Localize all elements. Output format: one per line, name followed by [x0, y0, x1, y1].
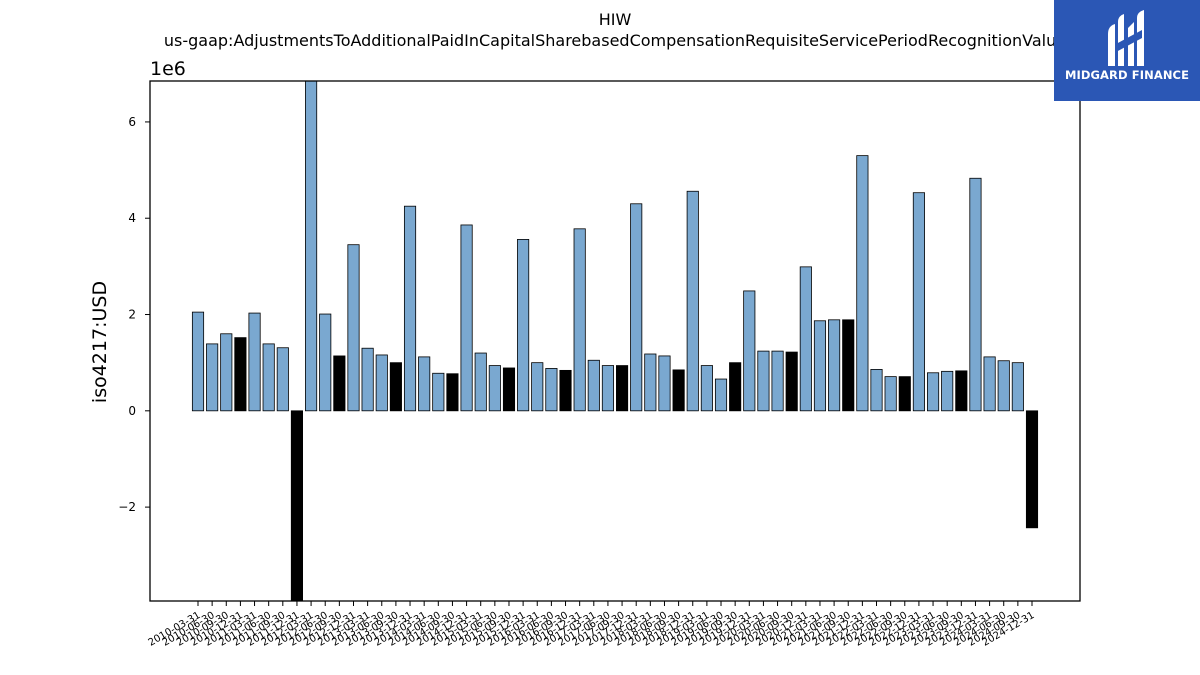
bar-2013-03-31	[361, 347, 374, 412]
bar-2010-12-31	[234, 337, 247, 412]
y-axis-ticks: −2 0 2 4 6	[118, 115, 150, 514]
bar-2017-06-30	[601, 365, 614, 412]
bar-2012-06-30	[319, 313, 332, 412]
bar-2023-06-30	[941, 370, 954, 412]
bar-2012-12-31	[347, 244, 360, 412]
bar-2018-03-31	[644, 353, 657, 412]
y-offset-label: 1e6	[150, 58, 186, 80]
bar-2015-12-31	[517, 239, 530, 412]
bar-2016-03-31	[531, 362, 544, 412]
bar-2024-12-31	[1025, 410, 1039, 529]
y-tick-label: −2	[118, 500, 136, 514]
bar-2011-03-31	[248, 312, 261, 412]
bar-2023-03-31	[927, 372, 940, 412]
bar-2014-12-31	[460, 224, 473, 412]
bar-2015-06-30	[488, 365, 501, 412]
bar-2019-09-30	[729, 362, 742, 412]
chart-title: HIW	[599, 10, 632, 29]
bar-2015-03-31	[474, 352, 487, 412]
bar-2020-12-31	[799, 266, 812, 412]
bar-2020-06-30	[771, 350, 784, 412]
y-tick-label: 6	[128, 115, 136, 129]
bar-2017-09-30	[616, 365, 629, 412]
bar-2015-09-30	[502, 367, 516, 412]
bar-2013-12-31	[403, 205, 417, 412]
bar-2023-12-31	[969, 177, 982, 412]
x-axis-ticks: 2010-03-312010-06-302010-09-302010-12-31…	[147, 601, 1037, 649]
bar-2017-12-31	[630, 203, 643, 412]
bar-2011-09-30	[276, 347, 289, 412]
chart-subtitle: us-gaap:AdjustmentsToAdditionalPaidInCap…	[164, 31, 1066, 50]
bar-2010-03-31	[191, 311, 205, 412]
bar-2011-12-31	[290, 410, 304, 602]
bar-2014-09-30	[446, 373, 459, 412]
bar-2013-09-30	[389, 362, 402, 412]
bar-2023-09-30	[955, 370, 968, 412]
bar-2024-06-30	[997, 360, 1010, 412]
plot-frame	[149, 80, 1081, 602]
bar-2020-03-31	[757, 350, 770, 412]
bar-2016-12-31	[573, 228, 586, 412]
bar-2016-09-30	[559, 369, 572, 412]
y-tick-label: 4	[128, 211, 136, 225]
bar-2013-06-30	[375, 354, 388, 412]
y-tick-label: 0	[128, 404, 136, 418]
logo-badge: MIDGARD FINANCE	[1054, 0, 1200, 101]
bar-2022-12-31	[912, 192, 925, 412]
bar-2021-12-31	[856, 155, 869, 412]
bar-2018-09-30	[672, 369, 685, 412]
bar-2022-09-30	[898, 376, 911, 412]
logo-text: MIDGARD FINANCE	[1064, 68, 1190, 82]
bar-2019-12-31	[743, 290, 756, 412]
bar-2010-06-30	[206, 343, 219, 412]
bar-2018-12-31	[686, 190, 699, 412]
bar-2014-06-30	[432, 372, 445, 412]
bar-2014-03-31	[418, 356, 431, 412]
bar-2021-09-30	[842, 319, 855, 412]
bar-2017-03-31	[587, 359, 600, 412]
bar-2012-03-31	[305, 80, 318, 412]
bar-2011-06-30	[262, 343, 275, 412]
bar-2012-09-30	[333, 355, 346, 412]
bars-group	[191, 80, 1039, 602]
bar-2022-06-30	[884, 376, 897, 412]
bar-2024-09-30	[1011, 362, 1024, 412]
bar-2010-09-30	[220, 333, 233, 412]
bar-2022-03-31	[870, 369, 883, 412]
bar-2018-06-30	[658, 355, 671, 412]
bar-2020-09-30	[785, 351, 798, 412]
bar-2019-03-31	[700, 365, 713, 412]
bar-2024-03-31	[983, 356, 996, 412]
midgard-logo-icon	[1108, 10, 1144, 66]
bar-2019-06-30	[714, 378, 728, 412]
bar-2021-06-30	[828, 319, 841, 412]
bar-2021-03-31	[813, 320, 827, 412]
bar-2016-06-30	[545, 368, 558, 412]
y-tick-label: 2	[128, 308, 136, 322]
y-axis-label: iso4217:USD	[89, 281, 111, 403]
